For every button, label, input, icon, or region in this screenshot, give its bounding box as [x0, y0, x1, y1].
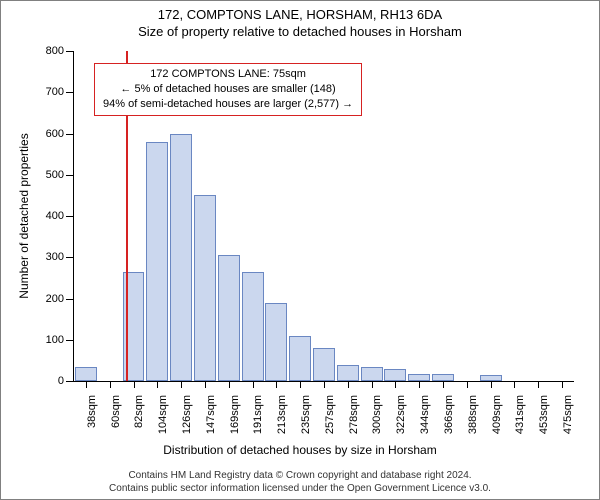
x-tick [348, 381, 349, 388]
footer-line2: Contains public sector information licen… [1, 482, 599, 495]
x-tick-label: 147sqm [205, 395, 217, 434]
x-tick [205, 381, 206, 388]
bar [313, 348, 335, 381]
x-tick [491, 381, 492, 388]
footer: Contains HM Land Registry data © Crown c… [1, 469, 599, 495]
x-tick [562, 381, 563, 388]
x-tick-label: 169sqm [229, 395, 241, 434]
x-tick-label: 213sqm [276, 395, 288, 434]
x-tick-label: 60sqm [110, 395, 122, 428]
x-tick-label: 82sqm [134, 395, 146, 428]
y-tick-label: 600 [46, 128, 74, 140]
x-tick-label: 366sqm [443, 395, 455, 434]
bar [384, 369, 406, 381]
x-tick [514, 381, 515, 388]
x-tick-label: 409sqm [491, 395, 503, 434]
x-tick [443, 381, 444, 388]
x-tick [86, 381, 87, 388]
bar [361, 367, 383, 381]
x-tick [134, 381, 135, 388]
x-tick [372, 381, 373, 388]
chart-container: 172, COMPTONS LANE, HORSHAM, RH13 6DA Si… [0, 0, 600, 500]
x-tick [324, 381, 325, 388]
x-tick-label: 191sqm [253, 395, 265, 434]
info-box-line: 94% of semi-detached houses are larger (… [103, 97, 353, 112]
x-tick-label: 300sqm [372, 395, 384, 434]
x-tick-label: 235sqm [300, 395, 312, 434]
bar [337, 365, 359, 382]
info-box: 172 COMPTONS LANE: 75sqm← 5% of detached… [94, 63, 362, 116]
bar [408, 374, 430, 381]
bar [289, 336, 311, 381]
bar [146, 142, 168, 381]
y-tick-label: 400 [46, 210, 74, 222]
y-tick-label: 0 [58, 375, 74, 387]
x-tick [253, 381, 254, 388]
y-tick-label: 100 [46, 334, 74, 346]
x-tick-label: 126sqm [181, 395, 193, 434]
x-tick-label: 322sqm [395, 395, 407, 434]
y-tick-label: 300 [46, 251, 74, 263]
footer-line1: Contains HM Land Registry data © Crown c… [1, 469, 599, 482]
x-tick-label: 431sqm [514, 395, 526, 434]
bar [218, 255, 240, 381]
bar [75, 367, 97, 381]
y-tick-label: 800 [46, 45, 74, 57]
x-tick [300, 381, 301, 388]
x-tick-label: 388sqm [467, 395, 479, 434]
y-tick-label: 700 [46, 86, 74, 98]
x-tick-label: 257sqm [324, 395, 336, 434]
x-tick-label: 475sqm [562, 395, 574, 434]
info-box-line: ← 5% of detached houses are smaller (148… [103, 82, 353, 97]
bar [194, 195, 216, 381]
x-tick [229, 381, 230, 388]
x-tick [419, 381, 420, 388]
x-tick-label: 278sqm [348, 395, 360, 434]
x-tick [538, 381, 539, 388]
bar [242, 272, 264, 381]
x-tick [157, 381, 158, 388]
x-axis-label: Distribution of detached houses by size … [1, 443, 599, 457]
plot-area: 010020030040050060070080038sqm60sqm82sqm… [73, 51, 574, 382]
title-main: 172, COMPTONS LANE, HORSHAM, RH13 6DA [1, 7, 599, 22]
info-box-line: 172 COMPTONS LANE: 75sqm [103, 67, 353, 82]
x-tick-label: 344sqm [419, 395, 431, 434]
bar [170, 134, 192, 382]
x-tick [181, 381, 182, 388]
x-tick-label: 453sqm [538, 395, 550, 434]
x-tick-label: 38sqm [86, 395, 98, 428]
x-tick-label: 104sqm [157, 395, 169, 434]
y-tick-label: 200 [46, 293, 74, 305]
y-tick-label: 500 [46, 169, 74, 181]
bar [432, 374, 454, 381]
bar [265, 303, 287, 381]
x-tick [467, 381, 468, 388]
x-tick [110, 381, 111, 388]
title-sub: Size of property relative to detached ho… [1, 24, 599, 39]
x-tick [395, 381, 396, 388]
x-tick [276, 381, 277, 388]
